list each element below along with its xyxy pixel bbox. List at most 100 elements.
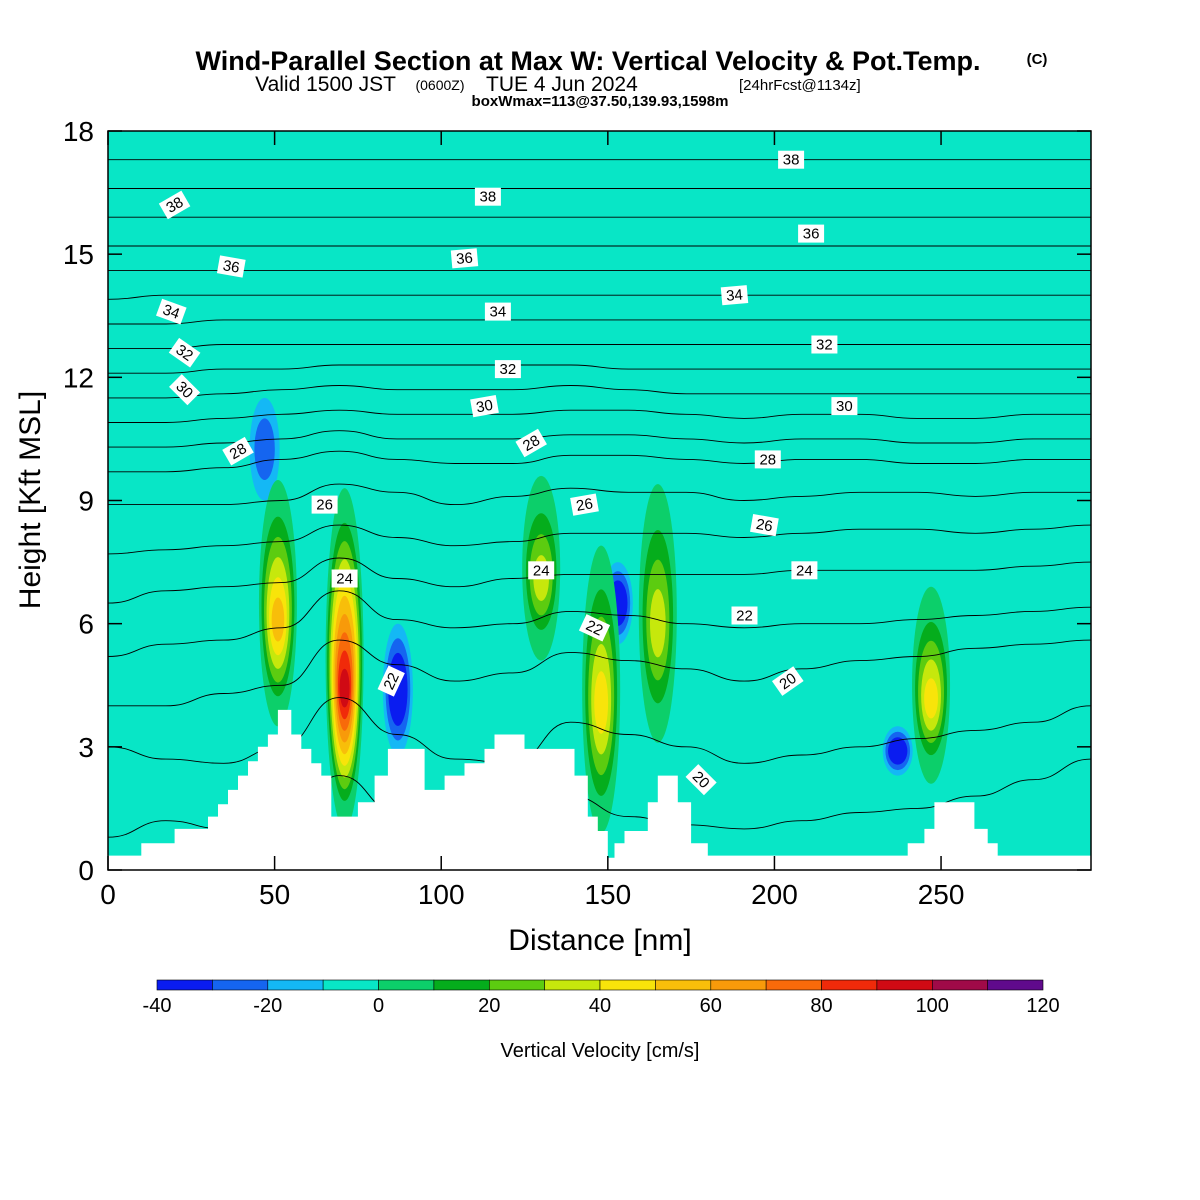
contour-label-box: [377, 665, 405, 697]
contour-label-box: [570, 493, 599, 516]
contour-label-text: 38: [783, 152, 800, 169]
contour-label-box: [331, 569, 358, 588]
contour-label-box: [216, 255, 246, 278]
y-tick-label: 12: [63, 362, 94, 393]
colorbar-label: Vertical Velocity [cm/s]: [501, 1040, 700, 1062]
contour-label-box: [484, 302, 511, 321]
contour-label-box: [169, 374, 201, 406]
contour-label-box: [578, 614, 611, 642]
x-tick-label: 150: [584, 879, 631, 910]
contour-label-34: 34: [484, 302, 511, 321]
contour-label-text: 24: [336, 571, 353, 588]
valid-date-label: TUE 4 Jun 2024: [486, 73, 638, 96]
contour-label-text: 32: [500, 361, 517, 378]
y-tick-label: 6: [78, 609, 94, 640]
contour-label-box: [528, 561, 555, 580]
isentrope-22: [108, 639, 1091, 707]
colorbar-swatch: [987, 979, 1044, 991]
colorbar-tick-label: 0: [373, 995, 384, 1017]
contour-label-34: 34: [720, 285, 749, 306]
colorbar-swatch: [821, 979, 878, 991]
downdraft-core-3: [254, 418, 275, 480]
isentrope-27: [108, 450, 1091, 473]
colorbar-swatch: [710, 979, 767, 991]
contour-label-box: [222, 436, 254, 466]
isentrope-24: [108, 557, 1091, 604]
contour-label-box: [156, 298, 187, 325]
contour-label-24: 24: [528, 561, 555, 580]
x-axis: 0 50 100 150 200 250: [100, 131, 964, 910]
forecast-info-label: [24hrFcst@1134z]: [739, 77, 861, 94]
contour-label-32: 32: [494, 360, 521, 379]
downdraft-core-1: [890, 742, 905, 760]
contour-label-32: 32: [811, 335, 838, 354]
updraft-core-1: [339, 668, 350, 708]
contour-label-box: [474, 187, 501, 206]
box-wmax-label: boxWmax=113@37.50,139.93,1598m: [472, 93, 729, 110]
potential-temperature-contours: [108, 159, 1091, 838]
contour-labels: 38 38 38 36 36 36 34 34 34 32 32 32 30 30 30 28 28 28 26 26…: [156, 150, 858, 796]
terrain: [108, 709, 1091, 870]
colorbar-tick-label: -20: [253, 995, 282, 1017]
updraft-core-3: [594, 671, 609, 734]
contour-label-38: 38: [158, 190, 191, 220]
contour-label-box: [685, 764, 717, 796]
colorbar-tick-label: 80: [810, 995, 832, 1017]
contour-label-box: [731, 606, 758, 625]
x-axis-title: Distance [nm]: [508, 924, 691, 957]
copyright-mark: (C): [1027, 51, 1048, 68]
contour-label-text: 32: [816, 337, 833, 354]
contour-label-text: 22: [583, 617, 605, 639]
colorbar-tick-label: 20: [478, 995, 500, 1017]
isentrope-26: [108, 483, 1091, 506]
colorbar-swatch: [378, 979, 435, 991]
contour-label-26: 26: [311, 495, 338, 514]
contour-label-text: 26: [316, 497, 333, 514]
contour-label-38: 38: [474, 187, 501, 206]
y-tick-label: 15: [63, 239, 94, 270]
contour-label-box: [798, 224, 825, 243]
contour-label-text: 26: [575, 495, 594, 515]
contour-label-text: 36: [222, 257, 241, 277]
isentrope-34: [108, 294, 1091, 300]
x-tick-label: 200: [751, 879, 798, 910]
colorbar-tick-label: -40: [143, 995, 172, 1017]
colorbar-tick-label: 100: [916, 995, 949, 1017]
contour-label-20: 20: [771, 666, 804, 696]
contour-label-text: 28: [227, 440, 250, 463]
contour-label-box: [811, 335, 838, 354]
contour-label-text: 32: [173, 341, 196, 364]
utc-time-label: (0600Z): [415, 77, 464, 93]
contour-label-box: [311, 495, 338, 514]
contour-label-box: [831, 397, 858, 416]
contour-label-text: 22: [380, 670, 402, 692]
contour-label-32: 32: [168, 337, 201, 368]
contour-label-box: [791, 561, 818, 580]
colorbar-swatch: [599, 979, 656, 991]
isentrope-25: [108, 524, 1091, 555]
colorbar: -40 -20 0 20 40 60 80 100 120: [143, 979, 1060, 1017]
x-tick-label: 0: [100, 879, 116, 910]
contour-label-text: 24: [533, 562, 550, 579]
contour-label-26: 26: [750, 513, 779, 537]
isentrope-30: [108, 385, 1091, 399]
contour-label-text: 36: [803, 226, 820, 243]
isentrope-31: [108, 364, 1091, 374]
colorbar-tick-label: 60: [700, 995, 722, 1017]
updraft-core-0: [271, 597, 285, 642]
updraft-core-4: [649, 589, 666, 658]
contour-label-30: 30: [169, 374, 201, 406]
contour-label-30: 30: [831, 397, 858, 416]
x-tick-label: 50: [259, 879, 290, 910]
contour-label-text: 30: [475, 397, 494, 417]
valid-time-label: Valid 1500 JST: [255, 73, 396, 96]
x-tick-label: 250: [918, 879, 965, 910]
isentrope-23: [108, 590, 1091, 657]
contour-label-28: 28: [754, 450, 781, 469]
contour-label-box: [515, 428, 547, 458]
contour-label-28: 28: [515, 428, 547, 458]
colorbar-swatch: [156, 979, 213, 991]
contour-label-box: [778, 150, 805, 169]
plot-area: 38 38 38 36 36 36 34 34 34 32 32 32 30 30 30 28 28 28 26 26…: [108, 131, 1091, 870]
contour-label-24: 24: [331, 569, 358, 588]
